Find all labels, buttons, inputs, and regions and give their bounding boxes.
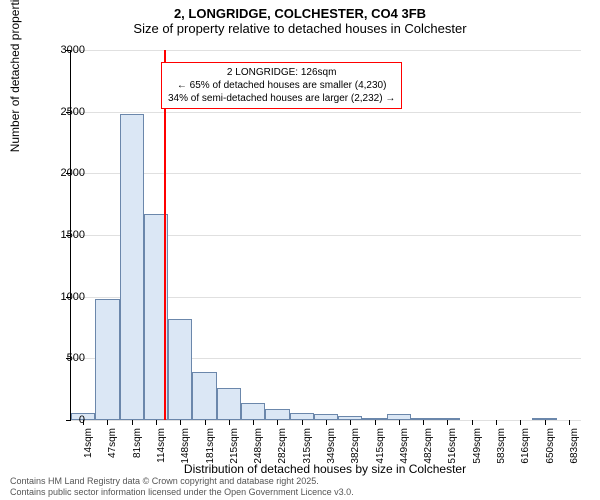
- x-tick-mark: [545, 420, 546, 425]
- chart-title-sub: Size of property relative to detached ho…: [0, 21, 600, 36]
- x-tick-mark: [302, 420, 303, 425]
- x-tick-mark: [472, 420, 473, 425]
- histogram-bar: [120, 114, 144, 420]
- y-tick-label: 3000: [35, 44, 85, 56]
- x-tick-mark: [375, 420, 376, 425]
- y-tick-label: 2500: [35, 106, 85, 118]
- chart-title-main: 2, LONGRIDGE, COLCHESTER, CO4 3FB: [0, 0, 600, 21]
- x-tick-mark: [496, 420, 497, 425]
- x-tick-mark: [350, 420, 351, 425]
- y-tick-label: 0: [35, 414, 85, 426]
- histogram-bar: [265, 409, 289, 420]
- x-tick-mark: [107, 420, 108, 425]
- annotation-line: 2 LONGRIDGE: 126sqm: [168, 66, 395, 79]
- footer-line-1: Contains HM Land Registry data © Crown c…: [10, 476, 354, 487]
- annotation-box: 2 LONGRIDGE: 126sqm← 65% of detached hou…: [161, 62, 402, 109]
- y-tick-label: 2000: [35, 167, 85, 179]
- x-tick-mark: [326, 420, 327, 425]
- chart-container: { "chart": { "type": "histogram", "title…: [0, 0, 600, 500]
- x-tick-mark: [132, 420, 133, 425]
- histogram-bar: [241, 403, 265, 420]
- x-tick-mark: [156, 420, 157, 425]
- grid-line: [71, 173, 581, 174]
- annotation-line: ← 65% of detached houses are smaller (4,…: [168, 79, 395, 92]
- x-tick-mark: [253, 420, 254, 425]
- x-tick-mark: [205, 420, 206, 425]
- chart-footer: Contains HM Land Registry data © Crown c…: [10, 476, 354, 498]
- y-tick-label: 1500: [35, 229, 85, 241]
- histogram-bar: [290, 413, 314, 420]
- x-tick-mark: [277, 420, 278, 425]
- y-tick-label: 500: [35, 352, 85, 364]
- x-tick-mark: [423, 420, 424, 425]
- x-tick-mark: [229, 420, 230, 425]
- x-tick-mark: [569, 420, 570, 425]
- histogram-bar: [95, 299, 119, 420]
- x-tick-mark: [447, 420, 448, 425]
- histogram-bar: [192, 372, 216, 420]
- plot-area: 14sqm47sqm81sqm114sqm148sqm181sqm215sqm2…: [70, 50, 581, 421]
- grid-line: [71, 112, 581, 113]
- y-axis-label: Number of detached properties: [8, 0, 22, 152]
- x-tick-mark: [399, 420, 400, 425]
- histogram-bar: [168, 319, 192, 420]
- x-tick-mark: [180, 420, 181, 425]
- grid-line: [71, 50, 581, 51]
- footer-line-2: Contains public sector information licen…: [10, 487, 354, 498]
- x-axis-label: Distribution of detached houses by size …: [70, 462, 580, 476]
- histogram-bar: [217, 388, 241, 420]
- y-tick-label: 1000: [35, 291, 85, 303]
- annotation-line: 34% of semi-detached houses are larger (…: [168, 92, 395, 105]
- x-tick-mark: [520, 420, 521, 425]
